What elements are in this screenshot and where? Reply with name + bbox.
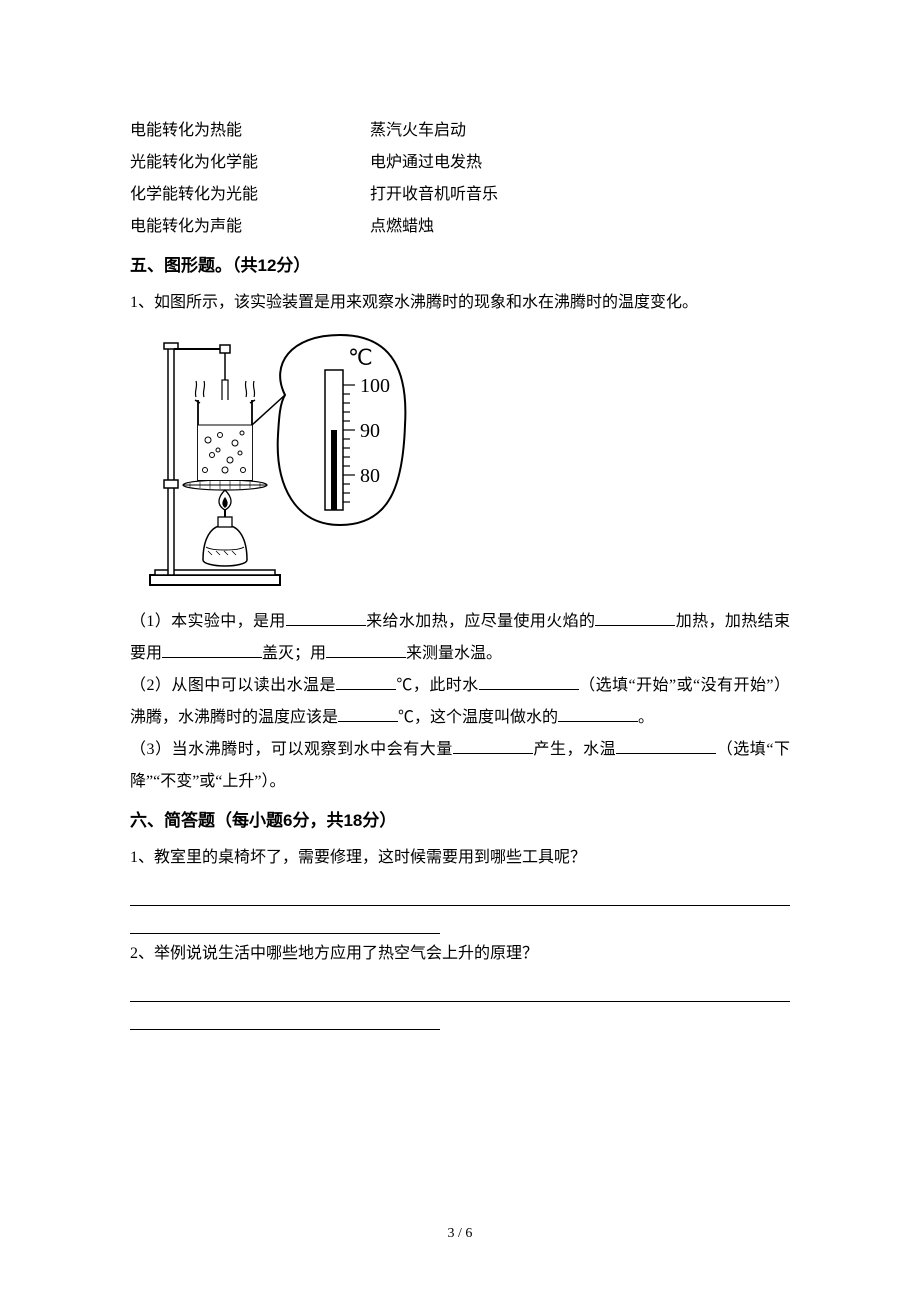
section5-q1-intro: 1、如图所示，该实验装置是用来观察水沸腾时的现象和水在沸腾时的温度变化。 — [130, 287, 790, 319]
section5-q1-p2: （2）从图中可以读出水温是℃，此时水（选填“开始”或“没有开始”）沸腾，水沸腾时… — [130, 670, 790, 734]
matching-left-3: 化学能转化为光能 — [130, 179, 370, 211]
p2-b: ℃，此时水 — [396, 677, 479, 694]
blank — [558, 706, 638, 722]
page-number: 3 / 6 — [0, 1226, 920, 1242]
section6-heading: 六、简答题（每小题6分，共18分） — [130, 804, 790, 838]
p3-a: （3）当水沸腾时，可以观察到水中会有大量 — [130, 741, 453, 758]
answer-line — [130, 1002, 440, 1030]
matching-row: 电能转化为声能 点燃蜡烛 — [130, 211, 790, 243]
blank — [595, 610, 675, 626]
unit-label: ℃ — [348, 345, 373, 370]
blank — [616, 738, 716, 754]
tick-90: 90 — [360, 420, 380, 442]
blank — [326, 642, 406, 658]
blank — [336, 674, 396, 690]
p1-b: 来给水加热，应尽量使用火焰的 — [366, 613, 596, 630]
blank — [453, 738, 533, 754]
tick-100: 100 — [360, 375, 390, 397]
matching-right-1: 蒸汽火车启动 — [370, 115, 790, 147]
p1-c-suffix: 加热 — [675, 613, 708, 630]
matching-right-2: 电炉通过电发热 — [370, 147, 790, 179]
matching-row: 电能转化为热能 蒸汽火车启动 — [130, 115, 790, 147]
section5-q1-p3: （3）当水沸腾时，可以观察到水中会有大量产生，水温（选填“下降”“不变”或“上升… — [130, 734, 790, 798]
blank — [162, 642, 262, 658]
p3-b: 产生，水温 — [533, 741, 616, 758]
blank — [338, 706, 398, 722]
p1-e: 来测量水温。 — [406, 645, 502, 662]
experiment-figure: ℃ — [130, 325, 790, 600]
p2-a: （2）从图中可以读出水温是 — [130, 677, 336, 694]
matching-left-2: 光能转化为化学能 — [130, 147, 370, 179]
section5-q1-p1: （1）本实验中，是用来给水加热，应尽量使用火焰的加热，加热结束要用盖灭；用来测量… — [130, 606, 790, 670]
section6-q1: 1、教室里的桌椅坏了，需要修理，这时候需要用到哪些工具呢？ — [130, 842, 790, 874]
tick-80: 80 — [360, 465, 380, 487]
matching-row: 化学能转化为光能 打开收音机听音乐 — [130, 179, 790, 211]
blank — [479, 674, 579, 690]
p2-e: 。 — [638, 709, 654, 726]
matching-left-1: 电能转化为热能 — [130, 115, 370, 147]
p1-d: 盖灭；用 — [262, 645, 326, 662]
section5-heading: 五、图形题。（共12分） — [130, 249, 790, 283]
blank — [286, 610, 366, 626]
section6-q2: 2、举例说说生活中哪些地方应用了热空气会上升的原理？ — [130, 938, 790, 970]
matching-right-3: 打开收音机听音乐 — [370, 179, 790, 211]
p2-d: ℃，这个温度叫做水的 — [398, 709, 558, 726]
answer-line — [130, 878, 790, 906]
matching-right-4: 点燃蜡烛 — [370, 211, 790, 243]
answer-line — [130, 974, 790, 1002]
answer-line — [130, 906, 440, 934]
matching-row: 光能转化为化学能 电炉通过电发热 — [130, 147, 790, 179]
p1-a: （1）本实验中，是用 — [130, 613, 286, 630]
matching-left-4: 电能转化为声能 — [130, 211, 370, 243]
